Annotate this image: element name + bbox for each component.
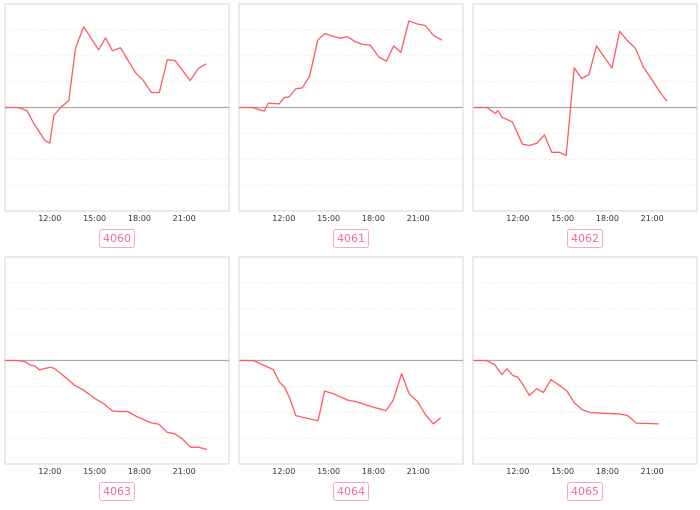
x-tick-label: 12:00 bbox=[506, 467, 529, 476]
x-tick-label: 15:00 bbox=[317, 467, 340, 476]
chart-label-badge[interactable]: 4061 bbox=[333, 229, 369, 248]
series-line bbox=[5, 26, 207, 144]
x-tick-label: 12:00 bbox=[38, 214, 61, 223]
line-chart: 12:00 15:00 18:00 21:00 bbox=[4, 256, 230, 476]
series-line bbox=[240, 359, 442, 425]
line-chart: 12:00 15:00 18:00 21:00 bbox=[472, 256, 698, 476]
chart-panel: 12:00 15:00 18:00 21:00 4063 bbox=[0, 253, 234, 505]
chart-label-badge[interactable]: 4063 bbox=[99, 482, 135, 501]
x-tick-label: 15:00 bbox=[317, 214, 340, 223]
x-tick-label: 21:00 bbox=[407, 467, 430, 476]
x-tick-label: 21:00 bbox=[641, 214, 664, 223]
line-chart: 12:00 15:00 18:00 21:00 bbox=[238, 256, 464, 476]
x-tick-label: 21:00 bbox=[407, 214, 430, 223]
chart-panel: 12:00 15:00 18:00 21:00 4064 bbox=[234, 253, 468, 505]
x-tick-label: 15:00 bbox=[83, 467, 106, 476]
x-tick-label: 18:00 bbox=[128, 214, 151, 223]
x-tick-label: 21:00 bbox=[173, 467, 196, 476]
chart-label-badge[interactable]: 4065 bbox=[567, 482, 603, 501]
x-tick-label: 18:00 bbox=[362, 214, 385, 223]
line-chart: 12:00 15:00 18:00 21:00 bbox=[472, 3, 698, 223]
x-tick-label: 18:00 bbox=[596, 214, 619, 223]
chart-panel: 12:00 15:00 18:00 21:00 4061 bbox=[234, 0, 468, 252]
series-line bbox=[474, 359, 659, 425]
x-tick-label: 12:00 bbox=[272, 214, 295, 223]
series-line bbox=[239, 20, 443, 112]
chart-panel: 12:00 15:00 18:00 21:00 4065 bbox=[468, 253, 700, 505]
x-tick-label: 18:00 bbox=[128, 467, 151, 476]
x-tick-label: 18:00 bbox=[362, 467, 385, 476]
x-tick-label: 12:00 bbox=[38, 467, 61, 476]
series-line bbox=[473, 30, 668, 157]
x-tick-label: 15:00 bbox=[83, 214, 106, 223]
series-line bbox=[4, 359, 208, 451]
x-tick-label: 12:00 bbox=[272, 467, 295, 476]
x-tick-label: 15:00 bbox=[551, 467, 574, 476]
line-chart: 12:00 15:00 18:00 21:00 bbox=[238, 3, 464, 223]
x-tick-label: 21:00 bbox=[641, 467, 664, 476]
chart-panel: 12:00 15:00 18:00 21:00 4060 bbox=[0, 0, 234, 252]
chart-panel: 12:00 15:00 18:00 21:00 4062 bbox=[468, 0, 700, 252]
x-tick-label: 12:00 bbox=[506, 214, 529, 223]
chart-label-badge[interactable]: 4062 bbox=[567, 229, 603, 248]
x-tick-label: 18:00 bbox=[596, 467, 619, 476]
chart-label-badge[interactable]: 4064 bbox=[333, 482, 369, 501]
chart-label-badge[interactable]: 4060 bbox=[99, 229, 135, 248]
x-tick-label: 21:00 bbox=[173, 214, 196, 223]
x-tick-label: 15:00 bbox=[551, 214, 574, 223]
line-chart: 12:00 15:00 18:00 21:00 bbox=[4, 3, 230, 223]
